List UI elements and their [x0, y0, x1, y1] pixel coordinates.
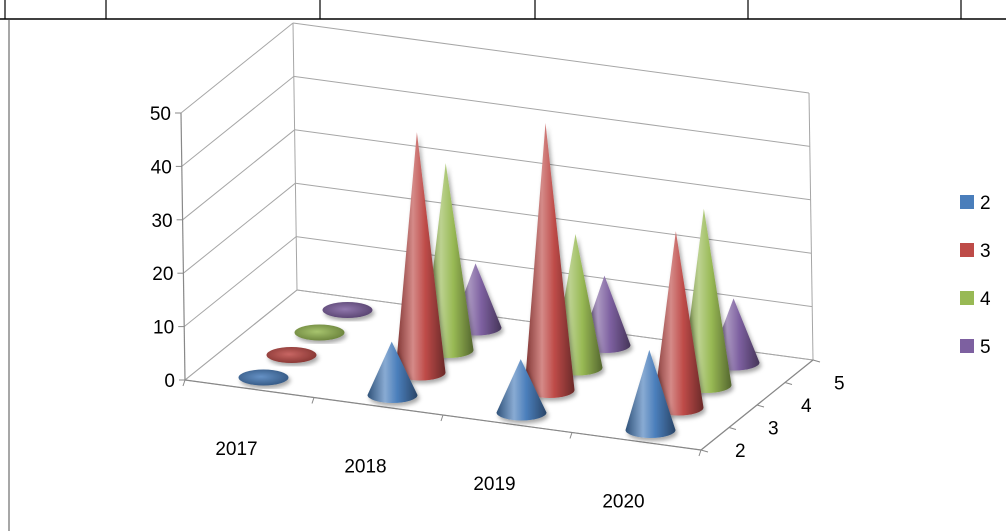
chart-area: 0 10 20 30 40 50 2017 2018 2019 2020 2 3 4 5 2 3 4 5	[0, 20, 1006, 531]
cone-mark	[625, 349, 676, 438]
z-tick-label: 3	[768, 418, 779, 439]
y-tick-label: 20	[152, 264, 173, 285]
x-tick-mark	[440, 414, 444, 422]
cone-mark	[496, 359, 547, 421]
wall-edge	[808, 92, 814, 361]
legend-label: 4	[980, 289, 991, 310]
cone-mark	[367, 341, 418, 403]
legend-swatch	[960, 291, 974, 305]
x-tick-mark	[182, 379, 186, 387]
wall-edge	[292, 22, 298, 291]
side-wall-gridline	[183, 182, 296, 274]
z-tick-mark	[784, 382, 793, 385]
cone-mark	[524, 123, 575, 398]
legend-swatch	[960, 339, 974, 353]
x-tick-mark	[569, 432, 573, 439]
legend-label: 2	[980, 193, 991, 214]
cone-mark	[238, 369, 289, 386]
x-tick-label: 2020	[602, 491, 644, 512]
side-wall-gridline	[180, 22, 294, 114]
z-tick-label: 4	[801, 396, 812, 417]
z-tick-label: 2	[735, 441, 746, 462]
legend-label: 3	[980, 241, 991, 262]
x-tick-label: 2018	[344, 456, 386, 477]
x-tick-mark	[311, 397, 315, 404]
y-axis-line	[180, 112, 186, 381]
y-tick-label: 0	[164, 371, 175, 392]
cone-base-flat	[238, 369, 289, 386]
cone-body	[625, 349, 676, 438]
back-wall-gridline	[294, 129, 811, 201]
side-wall-gridline	[183, 236, 297, 327]
cone-body	[395, 132, 446, 381]
x-tick-mark	[698, 449, 702, 457]
x-tick-label: 2017	[215, 439, 257, 460]
y-tick-label: 30	[151, 211, 172, 232]
cone-body	[496, 359, 547, 421]
cone-base-flat	[322, 302, 373, 318]
y-tick-label: 10	[153, 318, 174, 339]
back-wall-gridline	[292, 22, 810, 94]
cone-base-flat	[266, 347, 317, 363]
cone-mark	[653, 231, 704, 416]
cone-mark	[322, 302, 373, 318]
cone-body	[653, 231, 704, 416]
z-tick-mark	[728, 427, 737, 430]
side-wall-gridline	[181, 76, 295, 167]
y-tick-label: 50	[150, 104, 171, 125]
z-tick-mark	[756, 404, 765, 408]
back-wall-gridline	[293, 75, 810, 147]
y-tick-label: 40	[151, 157, 172, 178]
z-tick-mark	[812, 359, 821, 363]
cone-chart: 0 10 20 30 40 50 2017 2018 2019 2020 2 3 4 5 2 3 4 5	[8, 20, 991, 531]
z-tick-mark	[700, 449, 709, 453]
cone-mark	[266, 347, 317, 363]
cone-body	[524, 123, 575, 398]
legend-label: 5	[980, 337, 991, 358]
z-tick-label: 5	[834, 373, 845, 394]
x-tick-label: 2019	[473, 474, 515, 495]
side-wall-gridline	[182, 129, 295, 221]
cone-base-flat	[294, 324, 345, 341]
cone-mark	[395, 132, 446, 381]
legend-swatch	[960, 243, 974, 257]
table-border-strip	[0, 0, 1006, 20]
cone-body	[367, 341, 418, 403]
cone-mark	[294, 324, 345, 341]
legend-swatch	[960, 195, 974, 209]
